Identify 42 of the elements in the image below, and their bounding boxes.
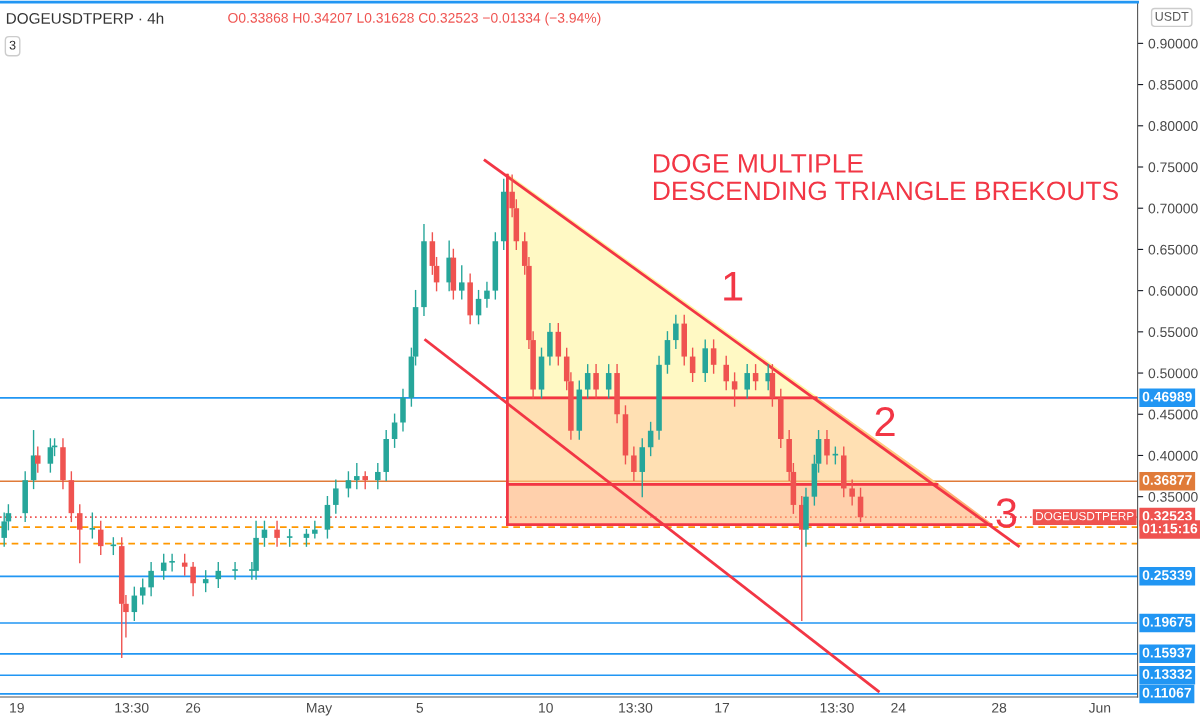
ref-line-label: 0.32523: [1142, 510, 1192, 521]
y-axis-title: USDT: [1155, 11, 1189, 21]
x-tick-label: 13:30: [115, 702, 149, 713]
x-tick-label: 17: [715, 703, 730, 713]
x-tick-label: 26: [186, 702, 201, 713]
annotation: 3: [9, 40, 16, 50]
annotation: 3: [996, 498, 1017, 528]
y-tick-label: 0.45000: [1148, 409, 1198, 420]
y-tick-label: 0.60000: [1148, 285, 1198, 296]
x-tick-label: 13:30: [619, 702, 653, 713]
y-tick-label: 0.75000: [1148, 162, 1198, 173]
annotation: O0.33868 H0.34207 L0.31628 C0.32523 −0.01334 (−3.94%): [228, 12, 601, 26]
text: 01:15:16: [1142, 523, 1198, 534]
y-tick-label: 0.65000: [1148, 244, 1198, 255]
x-tick-label: 28: [992, 702, 1007, 713]
annotation: 1: [724, 271, 743, 301]
ref-line-label: 0.36877: [1142, 475, 1192, 485]
x-tick-label: 13:30: [820, 702, 854, 713]
y-tick-label: 0.70000: [1148, 203, 1198, 214]
x-tick-label: 10: [539, 702, 553, 713]
annotation: DOGEUSDTPERP: [1036, 511, 1134, 521]
ref-line-label: 0.11067: [1142, 687, 1191, 698]
y-tick-label: 0.40000: [1148, 450, 1198, 461]
x-tick-label: May: [307, 703, 333, 716]
x-tick-label: 19: [10, 702, 24, 713]
x-tick-label: Jun: [1088, 703, 1111, 713]
y-tick-label: 0.55000: [1148, 327, 1198, 338]
y-tick-label: 0.35000: [1148, 492, 1198, 502]
y-tick-label: 0.85000: [1148, 79, 1198, 90]
ref-line-label: 0.46989: [1142, 391, 1192, 402]
ref-line-label: 0.25339: [1142, 570, 1192, 581]
x-tick-label: 24: [891, 702, 906, 713]
x-tick-label: 5: [416, 703, 424, 713]
ref-line-label: 0.15937: [1142, 647, 1192, 658]
y-tick-label: 0.80000: [1148, 121, 1198, 131]
y-tick-label: 0.90000: [1148, 38, 1198, 49]
ref-line-label: 0.13332: [1142, 669, 1192, 680]
text: DOGEUSDTPERP · 4h: [6, 12, 164, 24]
text: DOGE MULTIPLE DESCENDING TRIANGLE BREKOUTS: [654, 154, 1118, 201]
y-tick-label: 0.50000: [1148, 368, 1198, 379]
ref-line-label: 0.19675: [1142, 616, 1192, 627]
annotation: 2: [875, 406, 895, 437]
